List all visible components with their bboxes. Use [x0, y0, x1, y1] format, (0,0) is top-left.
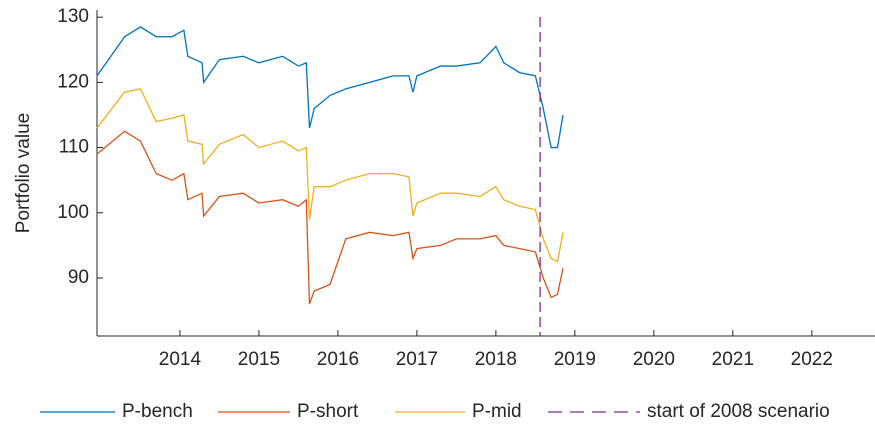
series-line	[96, 26, 564, 149]
legend-label: P-bench	[122, 401, 193, 422]
series-line	[96, 130, 564, 305]
x-tick-label: 2019	[554, 349, 596, 370]
x-tick-label: 2015	[238, 349, 280, 370]
y-axis-label: Portfolio value	[13, 113, 34, 233]
legend-label: P-mid	[472, 401, 522, 422]
y-tick-label: 90	[68, 267, 89, 288]
legend-label: start of 2008 scenario	[647, 401, 830, 422]
x-tick-label: 2022	[791, 349, 833, 370]
y-tick-label: 110	[59, 137, 89, 158]
x-tick-label: 2016	[317, 349, 359, 370]
legend-label: P-short	[297, 401, 359, 422]
x-tick-label: 2014	[159, 349, 202, 370]
x-tick-label: 2017	[396, 349, 438, 370]
x-tick-label: 2018	[475, 349, 517, 370]
series-line	[96, 88, 564, 263]
y-tick-label: 120	[57, 71, 89, 92]
y-tick-label: 100	[57, 202, 89, 223]
x-tick-label: 2020	[633, 349, 675, 370]
y-tick-label: 130	[57, 6, 89, 27]
x-tick-label: 2021	[712, 349, 754, 370]
